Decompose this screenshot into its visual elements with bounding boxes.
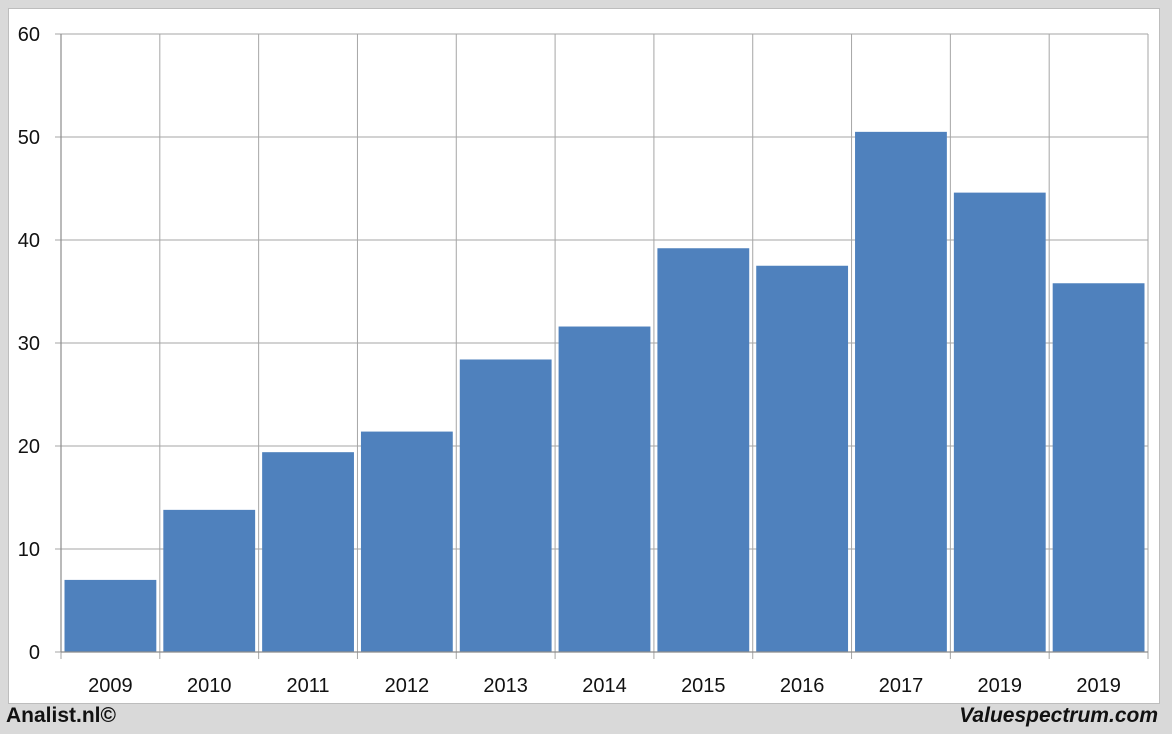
y-tick-label: 20	[18, 436, 40, 458]
x-tick-label: 2017	[879, 675, 924, 697]
x-tick-label: 2013	[483, 675, 528, 697]
bar	[756, 265, 849, 652]
x-tick-label: 2011	[287, 675, 330, 697]
x-tick-label: 2009	[88, 675, 133, 697]
bar	[558, 326, 651, 652]
x-tick-label: 2016	[780, 675, 825, 697]
x-tick-label: 2012	[385, 675, 430, 697]
x-tick-label: 2019	[1076, 675, 1121, 697]
footer-right-credit: Valuespectrum.com	[959, 704, 1158, 727]
bar	[360, 431, 453, 652]
bar	[64, 579, 157, 652]
y-tick-label: 10	[18, 539, 40, 561]
y-tick-label: 60	[18, 24, 40, 46]
y-tick-label: 40	[18, 230, 40, 252]
y-tick-label: 30	[18, 333, 40, 355]
x-tick-label: 2015	[681, 675, 726, 697]
x-tick-label: 2019	[978, 675, 1023, 697]
bar	[163, 509, 256, 652]
bar	[953, 192, 1046, 652]
bar	[855, 131, 947, 653]
bar	[459, 359, 552, 652]
bar	[657, 248, 750, 653]
x-tick-label: 2014	[582, 675, 627, 697]
y-tick-label: 50	[18, 127, 40, 149]
bar	[1052, 283, 1145, 652]
bar	[262, 452, 354, 652]
y-tick-label: 0	[29, 642, 40, 664]
bar-chart: 0 10 20 30 40 50 60 2009 2010 2011 2012 2013 2014 201…	[18, 24, 1149, 697]
x-tick-label: 2010	[187, 675, 232, 697]
footer-left-credit: Analist.nl©	[6, 704, 116, 727]
